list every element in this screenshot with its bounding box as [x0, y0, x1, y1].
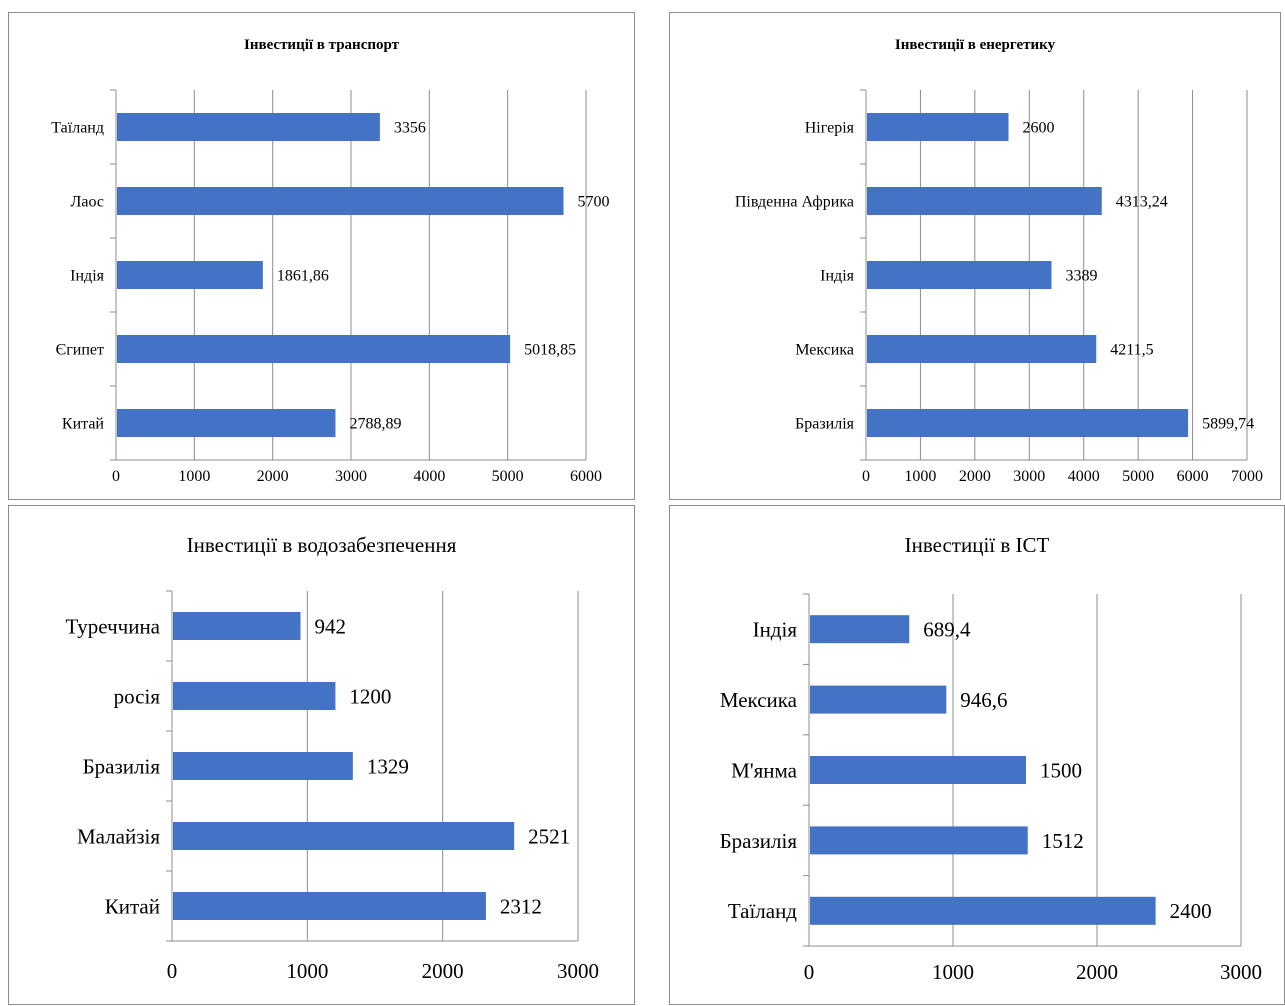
category-label: Малайзія	[77, 824, 160, 848]
x-tick-label: 3000	[335, 468, 367, 485]
data-label: 2312	[500, 894, 542, 918]
data-label: 5018,85	[524, 342, 576, 359]
chart-transport: Інвестиції в транспорт 0 1000 2000 3000 4000…	[8, 12, 635, 500]
category-label: Індія	[70, 268, 104, 285]
category-label: Туреччина	[66, 614, 161, 638]
category-label: М'янма	[731, 758, 797, 782]
data-label: 1512	[1042, 829, 1084, 853]
chart-ict: Інвестиції в ICT 0 1000 2000 3000 Індія 689,4…	[669, 505, 1285, 1005]
bar	[810, 685, 947, 714]
chart-title: Інвестиції в водозабезпечення	[186, 533, 457, 557]
data-label: 2788,89	[349, 416, 401, 433]
data-label: 5700	[578, 194, 610, 211]
x-tick-label: 5000	[1122, 468, 1154, 485]
bar	[173, 682, 336, 710]
bar	[117, 335, 511, 363]
bar	[867, 113, 1009, 141]
data-label: 2521	[528, 824, 570, 848]
data-label: 942	[314, 614, 346, 638]
category-label: Мексика	[720, 688, 798, 712]
bar	[173, 822, 515, 850]
data-label: 5899,74	[1202, 416, 1254, 433]
data-label: 1200	[349, 684, 391, 708]
x-tick-label: 1000	[178, 468, 210, 485]
x-tick-label: 2000	[959, 468, 991, 485]
bar	[173, 752, 353, 780]
x-tick-label: 7000	[1231, 468, 1263, 485]
chart-title: Інвестиції в транспорт	[243, 37, 400, 53]
x-tick-label: 0	[804, 960, 815, 984]
bar	[810, 826, 1028, 855]
x-tick-label: 2000	[257, 468, 289, 485]
data-label: 689,4	[923, 618, 971, 642]
x-tick-label: 0	[862, 468, 870, 485]
bar	[867, 187, 1102, 215]
category-label: Таїланд	[51, 120, 104, 137]
category-label: Китай	[62, 416, 105, 433]
data-label: 1500	[1040, 758, 1082, 782]
bar	[867, 335, 1097, 363]
x-tick-label: 3000	[1013, 468, 1045, 485]
x-tick-label: 5000	[492, 468, 524, 485]
category-label: Китай	[105, 894, 160, 918]
bar	[117, 261, 263, 289]
data-label: 4313,24	[1116, 194, 1168, 211]
category-label: Бразилія	[720, 829, 798, 853]
x-tick-label: 0	[112, 468, 120, 485]
data-label: 4211,5	[1110, 342, 1153, 359]
category-label: Мексика	[795, 342, 854, 359]
category-label: Нігерія	[805, 120, 855, 137]
x-tick-label: 4000	[413, 468, 445, 485]
chart-plot-transport: 0 1000 2000 3000 4000 5000 6000 Таїланд 3356 Лаос…	[51, 89, 610, 485]
category-label: Південна Африка	[735, 194, 854, 211]
category-label: Індія	[753, 618, 798, 642]
data-label: 1861,86	[277, 268, 329, 285]
bar	[867, 261, 1052, 289]
x-tick-label: 2000	[1076, 960, 1118, 984]
x-tick-label: 4000	[1068, 468, 1100, 485]
data-label: 2600	[1023, 120, 1055, 137]
bar	[810, 756, 1026, 784]
x-tick-label: 1000	[286, 959, 328, 983]
chart-title: Інвестиції в енергетику	[894, 37, 1056, 53]
bar	[173, 612, 301, 640]
bar	[117, 409, 336, 437]
category-label: Таїланд	[728, 899, 797, 923]
data-label: 3356	[394, 120, 426, 137]
data-label: 1329	[367, 754, 409, 778]
chart-plot-ict: 0 1000 2000 3000 Індія 689,4 Мексика 946,6 М'янм…	[720, 593, 1262, 984]
category-label: Бразилія	[795, 416, 855, 433]
x-tick-label: 0	[167, 959, 178, 983]
bar	[173, 892, 486, 920]
bar	[117, 187, 564, 215]
bar	[810, 615, 910, 644]
data-label: 3389	[1065, 268, 1097, 285]
x-tick-label: 3000	[557, 959, 599, 983]
chart-plot-energy: 0 1000 2000 3000 4000 5000 6000 7000 Нігерія 2600…	[735, 89, 1263, 485]
x-tick-label: 3000	[1220, 960, 1262, 984]
x-tick-label: 6000	[1177, 468, 1209, 485]
bar	[810, 896, 1156, 925]
x-tick-label: 6000	[570, 468, 602, 485]
x-tick-label: 1000	[904, 468, 936, 485]
chart-water: Інвестиції в водозабезпечення 0 1000 2000 3…	[8, 505, 635, 1005]
category-label: Бразилія	[83, 754, 161, 778]
chart-energy: Інвестиції в енергетику 0 1000 2000 3000 400…	[669, 12, 1281, 500]
category-label: Єгипет	[56, 342, 104, 359]
data-label: 946,6	[960, 688, 1007, 712]
x-tick-label: 2000	[422, 959, 464, 983]
category-label: росія	[114, 684, 161, 708]
bar	[867, 409, 1189, 437]
chart-title: Інвестиції в ICT	[904, 533, 1050, 557]
data-label: 2400	[1170, 899, 1212, 923]
chart-plot-water: 0 1000 2000 3000 Туреччина 942 росія 1200 Бразил…	[66, 590, 599, 983]
x-tick-label: 1000	[932, 960, 974, 984]
category-label: Індія	[820, 268, 854, 285]
bar	[117, 113, 380, 141]
category-label: Лаос	[71, 194, 104, 211]
